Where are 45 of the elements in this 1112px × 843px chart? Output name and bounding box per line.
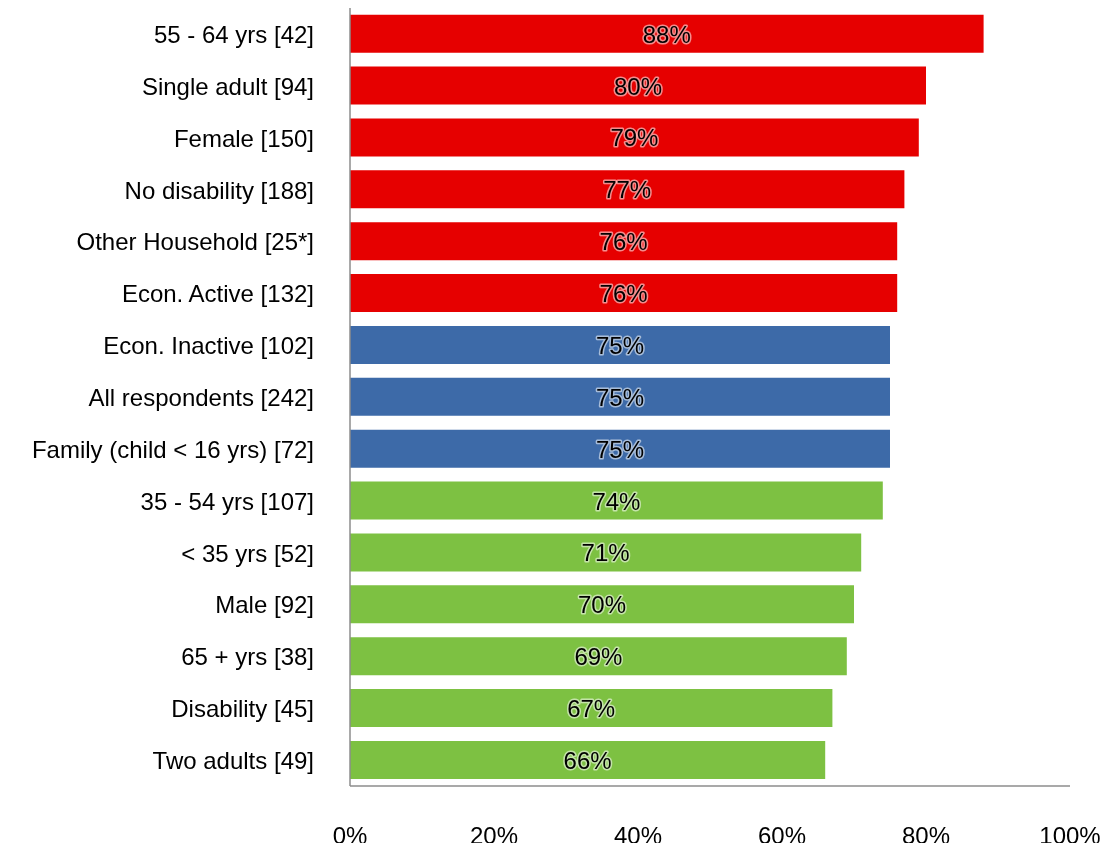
bar bbox=[350, 222, 898, 261]
y-tick-label: No disability [188] bbox=[124, 176, 314, 204]
bar bbox=[350, 274, 898, 313]
data-label: 67% bbox=[567, 694, 616, 722]
bar bbox=[350, 14, 984, 53]
bar bbox=[350, 66, 926, 105]
bar bbox=[350, 689, 833, 728]
y-tick-label: < 35 yrs [52] bbox=[181, 539, 314, 567]
data-label: 70% bbox=[577, 590, 627, 618]
y-tick-label: 65 + yrs [38] bbox=[181, 642, 314, 670]
bar bbox=[350, 637, 847, 676]
y-tick-label: Econ. Active [132] bbox=[121, 279, 314, 307]
data-label: 74% bbox=[592, 487, 641, 515]
data-label: 77% bbox=[603, 175, 652, 203]
data-label: 71% bbox=[581, 538, 630, 566]
bar bbox=[350, 481, 883, 520]
bar bbox=[350, 740, 826, 779]
data-label: 76% bbox=[599, 227, 648, 255]
bar bbox=[350, 429, 890, 468]
y-tick-label: Econ. Inactive [102] bbox=[103, 331, 314, 359]
data-label: 75% bbox=[595, 331, 645, 359]
y-tick-label: Male [92] bbox=[215, 590, 314, 618]
data-label: 69% bbox=[574, 642, 623, 670]
bar bbox=[350, 325, 890, 364]
y-tick-label: Disability [45] bbox=[171, 694, 314, 722]
data-label: 80% bbox=[613, 72, 663, 100]
y-tick-label: Other Household [25*] bbox=[76, 227, 314, 255]
bar bbox=[350, 118, 919, 157]
y-tick-label: Single adult [94] bbox=[141, 72, 314, 100]
bar bbox=[350, 585, 854, 624]
y-tick-label: All respondents [242] bbox=[88, 383, 314, 411]
data-label: 88% bbox=[642, 20, 691, 48]
y-tick-label: Family (child < 16 yrs) [72] bbox=[31, 435, 314, 463]
data-label: 79% bbox=[610, 123, 659, 151]
bar bbox=[350, 170, 905, 209]
data-label: 76% bbox=[599, 279, 648, 307]
y-tick-label: 35 - 54 yrs [107] bbox=[140, 487, 314, 515]
y-tick-label: Two adults [49] bbox=[152, 746, 314, 774]
bar bbox=[350, 533, 862, 572]
data-label: 75% bbox=[595, 383, 645, 411]
bar bbox=[350, 377, 890, 416]
data-label: 75% bbox=[595, 435, 645, 463]
y-tick-label: 55 - 64 yrs [42] bbox=[153, 20, 314, 48]
data-label: 66% bbox=[563, 746, 612, 774]
y-tick-label: Female [150] bbox=[173, 124, 314, 152]
